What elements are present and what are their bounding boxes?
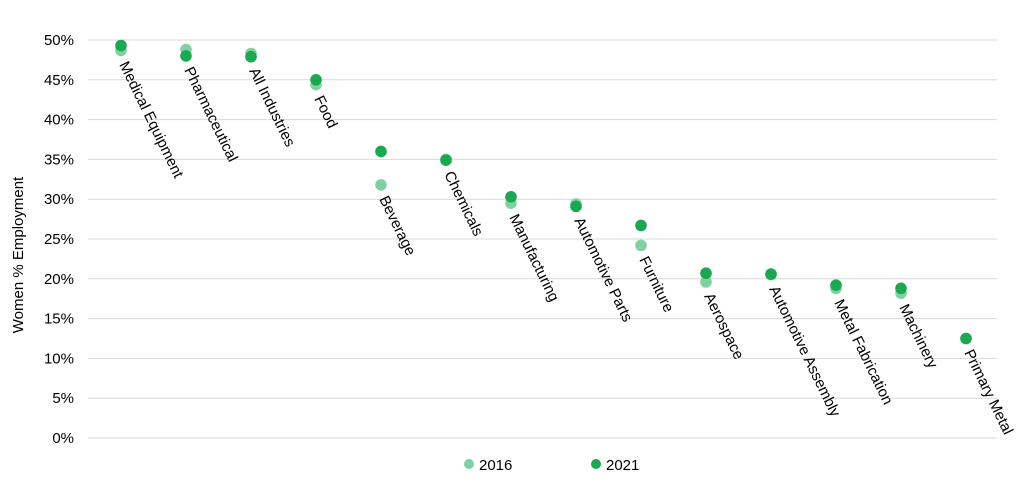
category-label: Machinery xyxy=(895,301,941,371)
category-label: All Industries xyxy=(245,65,298,150)
point-2021 xyxy=(765,268,777,280)
legend-label: 2021 xyxy=(606,457,639,474)
y-tick-label: 15% xyxy=(44,311,74,328)
point-2021 xyxy=(440,154,452,166)
y-axis-label: Women % Employment xyxy=(10,176,27,333)
category-label: Metal Fabrication xyxy=(830,297,896,408)
point-2021 xyxy=(700,267,712,280)
y-tick-label: 0% xyxy=(52,430,74,447)
point-2021 xyxy=(570,200,582,213)
point-2021 xyxy=(505,191,517,203)
category-label: Manufacturing xyxy=(505,211,562,304)
legend: 2016 2021 xyxy=(464,457,639,474)
point-2016 xyxy=(635,239,647,252)
category-label: Pharmaceutical xyxy=(180,64,241,164)
point-2016 xyxy=(700,276,712,288)
y-tick-label: 5% xyxy=(52,390,74,407)
category-label: Food xyxy=(310,93,340,131)
category-label: Beverage xyxy=(375,193,418,258)
point-2021 xyxy=(245,50,257,63)
category-label: Aerospace xyxy=(700,290,747,362)
category-label: Primary Metal xyxy=(960,347,1016,438)
point-2021 xyxy=(960,332,972,345)
y-tick-label: 40% xyxy=(44,112,74,129)
data-points xyxy=(115,39,972,345)
y-tick-label: 25% xyxy=(44,231,74,248)
point-2021 xyxy=(310,74,322,86)
y-tick-label: 10% xyxy=(44,350,74,367)
y-tick-label: 35% xyxy=(44,151,74,168)
category-label: Chemicals xyxy=(440,168,486,238)
point-2021 xyxy=(180,50,192,62)
point-2021 xyxy=(830,279,842,291)
point-2021 xyxy=(895,282,907,295)
legend-label: 2016 xyxy=(479,457,512,474)
point-2021 xyxy=(375,145,387,158)
y-tick-label: 20% xyxy=(44,271,74,288)
y-tick-label: 50% xyxy=(44,32,74,49)
point-2016 xyxy=(375,179,387,191)
legend-marker xyxy=(591,459,601,469)
legend-marker xyxy=(464,459,474,469)
point-2021 xyxy=(635,219,647,232)
y-axis-ticks: 0% 5% 10% 15% 20% 25% 30% 35% 40% 45% 50% xyxy=(44,32,74,447)
category-label: Furniture xyxy=(635,254,677,315)
point-2021 xyxy=(115,39,127,52)
y-tick-label: 45% xyxy=(44,72,74,89)
category-label: Automotive Parts xyxy=(570,215,635,325)
gridlines xyxy=(88,39,997,439)
y-tick-label: 30% xyxy=(44,191,74,208)
